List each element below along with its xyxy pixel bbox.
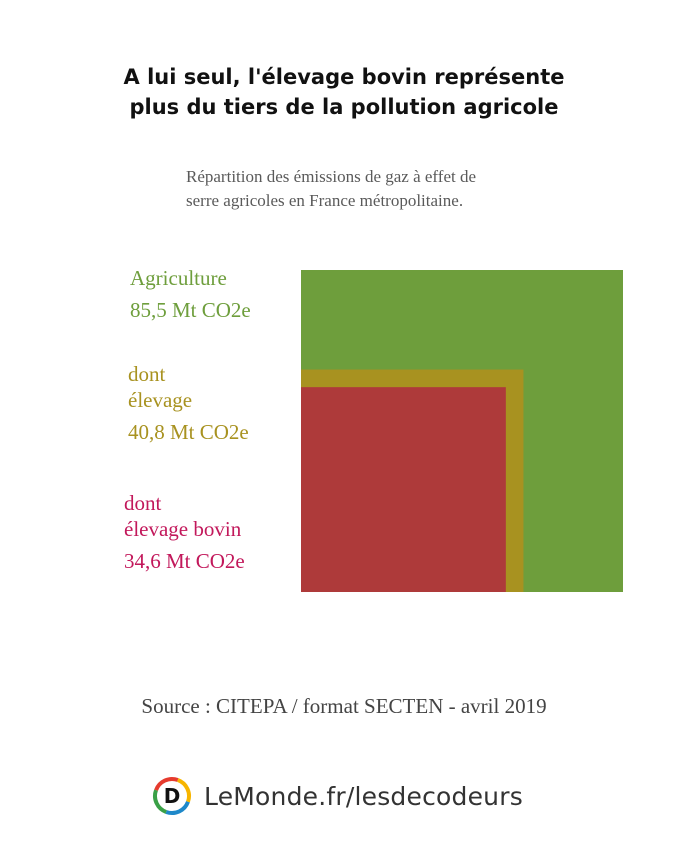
series-name-elevage-line-1: dont xyxy=(128,362,166,386)
series-label-elevage-bovin: dont élevage bovin 34,6 Mt CO2e xyxy=(124,490,245,574)
les-decodeurs-logo-icon: D xyxy=(153,777,191,815)
chart-title-line-2: plus du tiers de la pollution agricole xyxy=(129,95,559,119)
series-value-elevage: 40,8 Mt CO2e xyxy=(128,420,249,444)
chart-title-line-1: A lui seul, l'élevage bovin représente xyxy=(123,65,565,89)
series-label-elevage: dont élevage 40,8 Mt CO2e xyxy=(128,361,249,445)
series-name-agriculture: Agriculture xyxy=(130,266,227,290)
chart-title: A lui seul, l'élevage bovin représente p… xyxy=(0,62,688,122)
series-name-elevage-bovin-line-1: dont xyxy=(124,491,162,515)
chart-subtitle-line-2: serre agricoles en France métropolitaine… xyxy=(186,191,464,210)
series-value-elevage-bovin: 34,6 Mt CO2e xyxy=(124,549,245,573)
logo-arc-blue xyxy=(165,800,190,815)
series-name-elevage-line-2: élevage xyxy=(128,388,193,412)
logo-arc-yellow xyxy=(176,778,191,803)
series-label-agriculture: Agriculture 85,5 Mt CO2e xyxy=(130,265,251,323)
logo-arc-green xyxy=(153,789,168,814)
source-note: Source : CITEPA / format SECTEN - avril … xyxy=(141,694,547,718)
brand: D LeMonde.fr/lesdecodeurs xyxy=(152,774,523,818)
logo-letter: D xyxy=(164,784,181,808)
chart-subtitle-line-1: Répartition des émissions de gaz à effet… xyxy=(186,167,477,186)
square-elevage-bovin xyxy=(301,387,506,592)
series-value-agriculture: 85,5 Mt CO2e xyxy=(130,298,251,322)
logo-arc-red xyxy=(154,777,179,792)
brand-text: LeMonde.fr/lesdecodeurs xyxy=(204,781,523,811)
series-name-elevage-bovin-line-2: élevage bovin xyxy=(124,517,242,541)
chart-subtitle: Répartition des émissions de gaz à effet… xyxy=(186,165,606,213)
